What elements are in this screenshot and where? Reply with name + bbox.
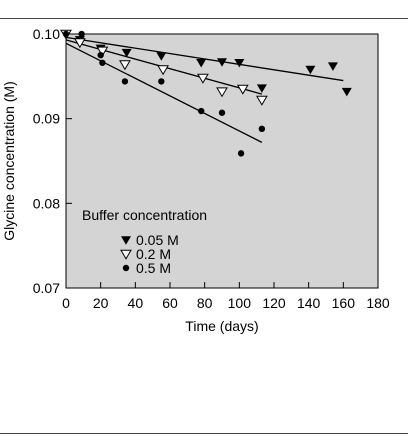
legend-marker-series-3 <box>122 264 130 272</box>
x-tick-label: 180 <box>366 295 390 311</box>
y-tick-label: 0.10 <box>33 26 60 42</box>
y-axis-label: Glycine concentration (M) <box>1 81 17 241</box>
x-tick-label: 100 <box>228 295 252 311</box>
x-axis-ticks: 0 20 40 60 80 100 120 140 160 180 <box>62 282 390 311</box>
legend-marker-series-2 <box>120 249 132 260</box>
x-tick-label: 160 <box>332 295 356 311</box>
data-point-series-2 <box>96 46 109 57</box>
data-point-series-2 <box>157 65 169 76</box>
data-point-series-2 <box>236 84 249 95</box>
plot-area <box>66 34 378 288</box>
data-points <box>60 29 352 157</box>
data-point-series-3 <box>97 51 104 59</box>
bottom-rule <box>0 433 408 434</box>
x-axis-label: Time (days) <box>185 318 258 334</box>
x-tick-label: 20 <box>93 295 109 311</box>
x-tick-label: 40 <box>128 295 144 311</box>
data-point-series-2 <box>255 95 268 106</box>
data-point-series-1 <box>217 58 227 67</box>
data-point-series-1 <box>121 48 132 58</box>
data-point-series-2 <box>197 73 209 84</box>
y-tick-label: 0.09 <box>33 111 60 127</box>
data-point-series-2 <box>73 38 86 49</box>
fit-line-series-1 <box>65 36 344 82</box>
data-point-series-3 <box>121 78 129 85</box>
data-point-series-1 <box>196 59 207 68</box>
data-point-series-3 <box>258 125 266 133</box>
fit-line-series-3 <box>65 42 263 143</box>
data-point-series-1 <box>234 59 245 68</box>
x-tick-label: 0 <box>62 295 70 311</box>
plot-frame <box>65 33 379 289</box>
x-tick-label: 60 <box>162 295 178 311</box>
data-point-series-3 <box>198 107 205 115</box>
data-point-series-1 <box>156 52 167 61</box>
legend-label-series-1: 0.05 M <box>136 232 179 248</box>
legend-marker-series-1 <box>121 236 131 245</box>
y-axis-ticks: 0.07 0.08 0.09 0.10 <box>33 26 72 296</box>
data-point-series-2 <box>119 60 131 71</box>
x-tick-label: 120 <box>262 295 286 311</box>
data-point-series-1 <box>305 65 316 75</box>
legend-label-series-3: 0.5 M <box>136 260 171 276</box>
data-point-series-3 <box>218 109 226 116</box>
legend: Buffer concentration 0.05 M0.2 M0.5 M <box>82 207 207 276</box>
data-point-series-3 <box>237 150 245 157</box>
x-tick-label: 140 <box>297 295 321 311</box>
y-tick-label: 0.07 <box>33 280 60 296</box>
y-tick-label: 0.08 <box>33 195 60 211</box>
data-point-series-3 <box>158 78 165 85</box>
data-point-series-1 <box>327 62 338 71</box>
data-point-series-3 <box>99 59 106 66</box>
x-tick-label: 80 <box>197 295 213 311</box>
legend-label-series-2: 0.2 M <box>136 246 171 262</box>
legend-title: Buffer concentration <box>82 207 207 223</box>
data-point-series-1 <box>341 87 352 97</box>
data-point-series-1 <box>256 84 267 93</box>
top-rule <box>0 18 408 19</box>
data-point-series-2 <box>216 87 228 98</box>
